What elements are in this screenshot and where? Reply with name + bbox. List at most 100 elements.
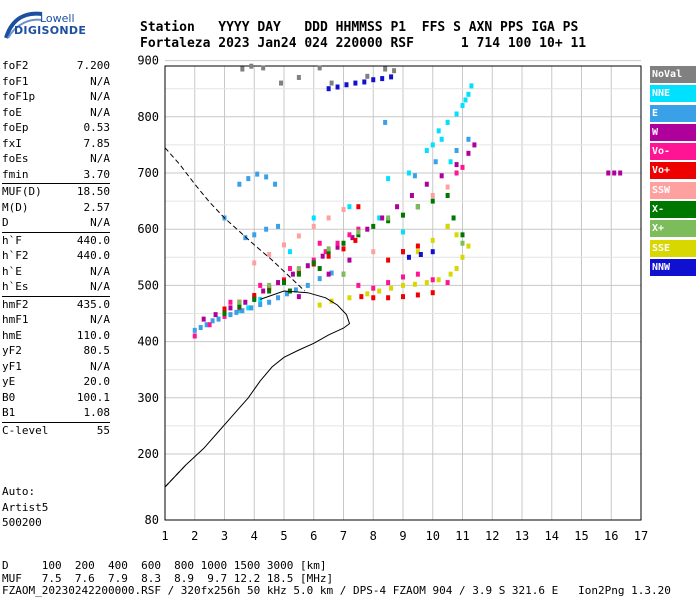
trace-point-sse bbox=[455, 232, 459, 237]
trace-point-nne bbox=[288, 249, 292, 254]
trace-point-ssw bbox=[312, 224, 316, 229]
trace-point-ssw bbox=[252, 260, 256, 265]
trace-point-ssw bbox=[342, 207, 346, 212]
trace-point-e bbox=[249, 305, 253, 310]
trace-point-nne bbox=[440, 137, 444, 142]
x-tick-label: 6 bbox=[310, 529, 317, 543]
x-tick-label: 7 bbox=[340, 529, 347, 543]
trace-point-sse bbox=[455, 266, 459, 271]
trace-point-noval bbox=[318, 65, 322, 70]
trace-point-e bbox=[466, 137, 470, 142]
trace-point-nnw bbox=[380, 76, 384, 81]
trace-point-x bbox=[267, 289, 271, 294]
x-tick-label: 11 bbox=[455, 529, 469, 543]
trace-point-vo bbox=[416, 244, 420, 249]
trace-point-x bbox=[386, 215, 390, 220]
y-tick-label: 300 bbox=[137, 391, 159, 405]
trace-point-w bbox=[327, 272, 331, 277]
trace-point-vo bbox=[353, 238, 357, 243]
trace-point-vo bbox=[371, 286, 375, 291]
trace-point-sse bbox=[466, 244, 470, 249]
trace-point-x bbox=[237, 300, 241, 305]
trace-point-ssw bbox=[431, 193, 435, 198]
trace-point-ssw bbox=[327, 215, 331, 220]
trace-point-e bbox=[434, 159, 438, 164]
trace-point-e bbox=[318, 276, 322, 281]
trace-point-e bbox=[276, 224, 280, 229]
trace-point-vo bbox=[431, 290, 435, 295]
trace-point-sse bbox=[413, 282, 417, 287]
trace-point-nne bbox=[446, 120, 450, 125]
trace-point-nne bbox=[312, 215, 316, 220]
trace-point-nnw bbox=[371, 77, 375, 82]
trace-point-sse bbox=[401, 283, 405, 288]
trace-point-e bbox=[383, 120, 387, 125]
trace-point-nnw bbox=[431, 249, 435, 254]
trace-point-noval bbox=[392, 68, 396, 73]
trace-point-e bbox=[276, 295, 280, 300]
trace-point-w bbox=[455, 162, 459, 167]
trace-point-x bbox=[452, 215, 456, 220]
trace-point-ssw bbox=[297, 233, 301, 238]
trace-point-w bbox=[380, 215, 384, 220]
electron-density-profile bbox=[165, 291, 350, 487]
trace-point-sse bbox=[347, 295, 351, 300]
trace-point-w bbox=[306, 263, 310, 268]
trace-point-nne bbox=[347, 204, 351, 209]
trace-point-sse bbox=[365, 291, 369, 296]
x-tick-label: 16 bbox=[604, 529, 618, 543]
trace-point-w bbox=[466, 151, 470, 156]
trace-point-e bbox=[273, 182, 277, 187]
trace-point-w bbox=[321, 254, 325, 259]
trace-point-x bbox=[461, 241, 465, 246]
y-tick-label: 700 bbox=[137, 166, 159, 180]
x-tick-label: 10 bbox=[426, 529, 440, 543]
trace-point-e bbox=[264, 174, 268, 179]
trace-point-sse bbox=[437, 277, 441, 282]
trace-point-e bbox=[258, 302, 262, 307]
trace-point-x bbox=[371, 224, 375, 229]
x-tick-label: 13 bbox=[515, 529, 529, 543]
legend-item: NNW bbox=[650, 259, 696, 276]
trace-point-e bbox=[252, 232, 256, 237]
trace-point-vo bbox=[359, 294, 363, 299]
legend-item: SSE bbox=[650, 240, 696, 257]
trace-point-vo bbox=[386, 280, 390, 285]
footer-info: D 100 200 400 600 800 1000 1500 3000 [km… bbox=[2, 560, 671, 598]
trace-point-w bbox=[228, 305, 232, 310]
trace-point-sse bbox=[461, 255, 465, 260]
x-tick-label: 8 bbox=[370, 529, 377, 543]
trace-point-nne bbox=[401, 230, 405, 235]
trace-point-noval bbox=[249, 64, 253, 69]
polarization-legend: NoVal NNE E W Vo- Vo+ SSW X- X+ SSE NNW bbox=[650, 66, 696, 278]
trace-point-nne bbox=[258, 297, 262, 302]
trace-point-nnw bbox=[336, 85, 340, 90]
trace-point-x bbox=[356, 230, 360, 235]
x-tick-label: 17 bbox=[634, 529, 648, 543]
footer-file-info: FZAOM_20230242200000.RSF / 320fx256h 50 … bbox=[2, 585, 671, 598]
trace-point-vo bbox=[401, 294, 405, 299]
trace-point-e bbox=[199, 325, 203, 330]
trace-point-x bbox=[431, 199, 435, 204]
trace-point-nnw bbox=[419, 252, 423, 257]
trace-point-x bbox=[237, 304, 241, 309]
footer-distance: D 100 200 400 600 800 1000 1500 3000 [km… bbox=[2, 560, 671, 573]
trace-point-x bbox=[282, 280, 286, 285]
trace-point-nne bbox=[455, 111, 459, 116]
trace-point-noval bbox=[365, 74, 369, 79]
trace-point-nne bbox=[461, 103, 465, 108]
trace-point-vo bbox=[258, 283, 262, 288]
trace-point-vo bbox=[401, 274, 405, 279]
trace-point-w bbox=[440, 173, 444, 178]
trace-point-vo bbox=[386, 295, 390, 300]
trace-point-sse bbox=[446, 224, 450, 229]
x-tick-label: 12 bbox=[485, 529, 499, 543]
trace-point-x bbox=[416, 204, 420, 209]
trace-point-w bbox=[395, 204, 399, 209]
trace-point-noval bbox=[240, 67, 244, 72]
trace-point-ssw bbox=[282, 242, 286, 247]
x-tick-label: 2 bbox=[191, 529, 198, 543]
trace-point-e bbox=[306, 283, 310, 288]
trace-point-noval bbox=[297, 75, 301, 80]
legend-item: X+ bbox=[650, 220, 696, 237]
